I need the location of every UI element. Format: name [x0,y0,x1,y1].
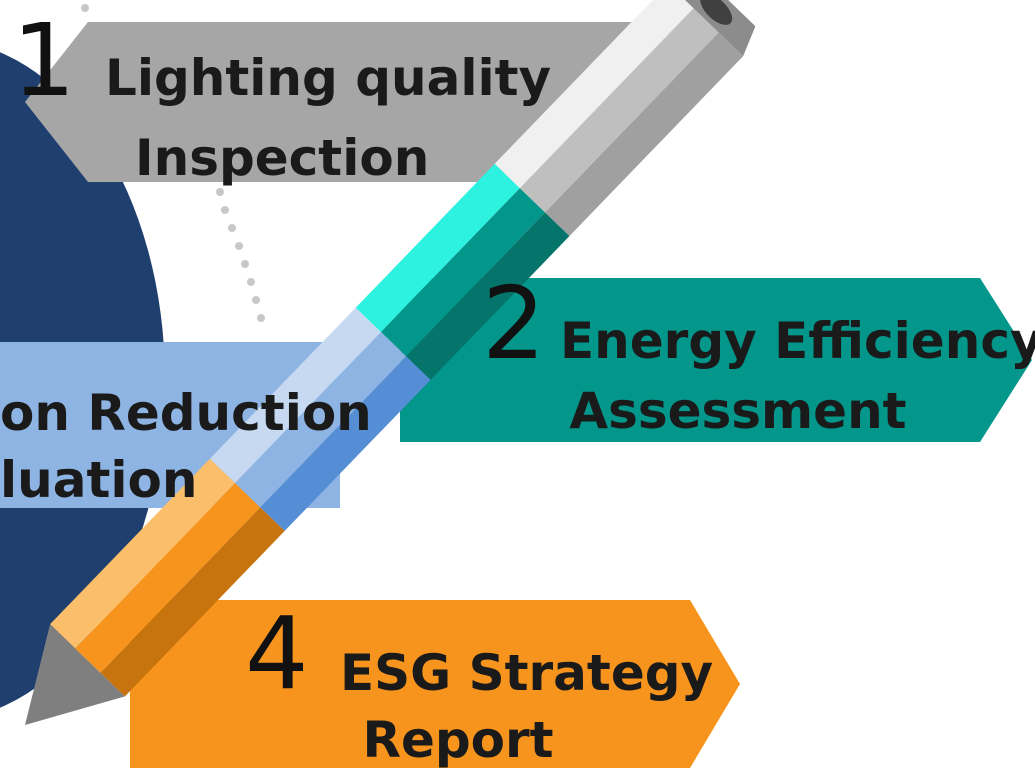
step-number: 4 [245,595,309,712]
step-number: 1 [12,2,76,119]
step-title: ESG Strategy [340,644,713,702]
step-title: Energy Efficiency [560,312,1035,370]
step-title: Lighting quality [105,49,551,107]
step-number: 2 [482,265,546,382]
step-title: luation [0,451,197,509]
step-title: on Reduction [0,384,372,442]
step-title: Inspection [135,129,429,187]
step-title: Assessment [569,382,906,440]
infographic: 1 Lighting quality Inspection 2 Energy E… [0,0,1035,770]
step-title: Report [362,711,553,769]
